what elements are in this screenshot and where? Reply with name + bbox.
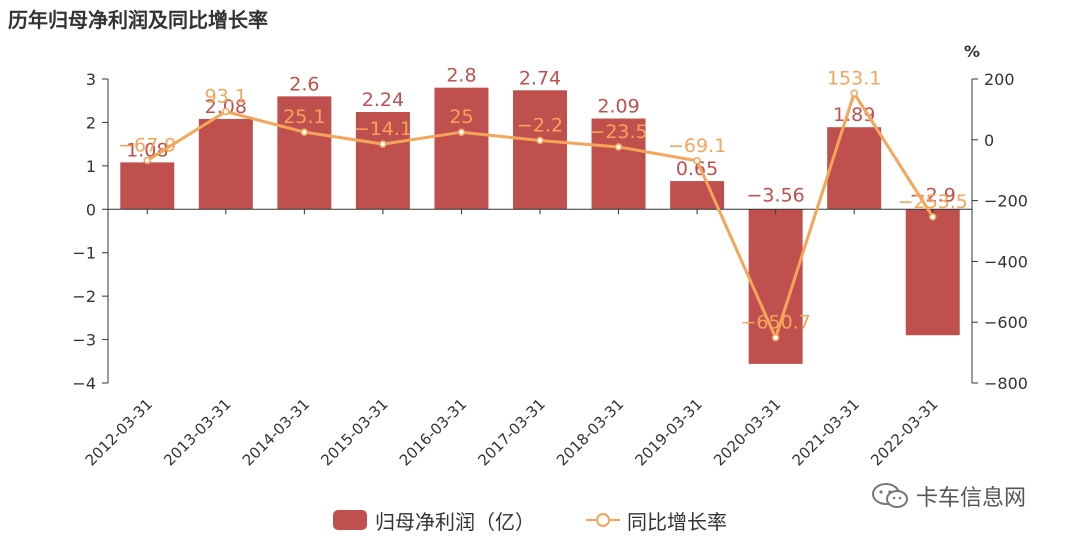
x-tick-label: 2022-03-31 bbox=[867, 395, 941, 469]
bar bbox=[355, 112, 410, 210]
growth-rate-label: −67.9 bbox=[118, 134, 176, 156]
bar-value-label: −3.56 bbox=[747, 184, 805, 206]
growth-rate-label: 153.1 bbox=[827, 67, 881, 89]
bar bbox=[827, 127, 882, 210]
y-left-tick-label: 3 bbox=[86, 70, 96, 89]
y-right-tick-label: −400 bbox=[984, 252, 1028, 271]
bar-value-label: 0.65 bbox=[676, 158, 718, 180]
growth-rate-point bbox=[222, 107, 230, 116]
y-right-tick-label: −200 bbox=[984, 192, 1028, 211]
y-left-tick-label: 2 bbox=[86, 113, 96, 132]
legend-item-bar[interactable]: 归母净利润（亿） bbox=[333, 505, 535, 535]
y-left-tick-label: −1 bbox=[72, 244, 96, 263]
y-left-tick-label: −3 bbox=[72, 331, 96, 350]
bar-value-label: 2.6 bbox=[289, 73, 319, 95]
y-right-tick-label: 200 bbox=[984, 70, 1015, 89]
bar bbox=[513, 90, 567, 210]
bar-value-label: 2.8 bbox=[446, 65, 476, 87]
bar-value-label: 2.09 bbox=[597, 96, 639, 118]
growth-rate-point bbox=[457, 128, 466, 136]
legend-bar-swatch bbox=[333, 510, 367, 530]
x-tick-label: 2018-03-31 bbox=[553, 395, 627, 469]
growth-rate-label: 25.1 bbox=[283, 106, 325, 128]
growth-rate-point bbox=[693, 157, 701, 165]
bar bbox=[277, 96, 332, 210]
bar bbox=[120, 162, 175, 210]
x-tick-label: 2012-03-31 bbox=[82, 395, 156, 469]
y-right-tick-label: −800 bbox=[984, 374, 1028, 393]
y-left-tick-label: 1 bbox=[86, 157, 96, 176]
y-left-tick-label: −4 bbox=[72, 374, 96, 393]
growth-rate-point bbox=[850, 89, 858, 98]
growth-rate-point bbox=[614, 143, 623, 151]
growth-rate-point bbox=[143, 156, 152, 165]
y-right-unit: % bbox=[964, 42, 980, 61]
growth-rate-point bbox=[928, 213, 937, 221]
watermark: 卡车信息网 bbox=[870, 480, 1026, 512]
growth-rate-label: −23.5 bbox=[589, 121, 647, 143]
x-tick-label: 2019-03-31 bbox=[632, 395, 706, 469]
x-tick-label: 2014-03-31 bbox=[239, 395, 313, 469]
growth-rate-label: 93.1 bbox=[205, 85, 247, 107]
bar bbox=[905, 209, 960, 336]
growth-rate-label: −650.7 bbox=[740, 312, 810, 334]
legend-item-line[interactable]: 同比增长率 bbox=[585, 505, 727, 535]
watermark-text: 卡车信息网 bbox=[916, 486, 1027, 511]
y-right-tick-label: 0 bbox=[984, 131, 994, 150]
bar-value-label: 2.08 bbox=[205, 96, 247, 118]
y-left-tick-label: 0 bbox=[86, 200, 96, 219]
x-tick-label: 2020-03-31 bbox=[710, 395, 784, 469]
growth-rate-point bbox=[300, 128, 309, 136]
growth-rate-point bbox=[771, 333, 780, 342]
growth-rate-point bbox=[379, 140, 387, 148]
bar-value-label: 1.08 bbox=[126, 139, 168, 161]
growth-rate-label: −253.5 bbox=[898, 191, 968, 213]
x-tick-label: 2017-03-31 bbox=[474, 395, 548, 469]
growth-rate-label: −2.2 bbox=[517, 114, 563, 136]
chart-title: 历年归母净利润及同比增长率 bbox=[8, 8, 268, 32]
y-left-tick-label: −2 bbox=[72, 287, 96, 306]
y-right-tick-label: −600 bbox=[984, 313, 1028, 332]
bar bbox=[434, 87, 489, 210]
growth-rate-label: −69.1 bbox=[668, 135, 726, 157]
growth-rate-label: 25 bbox=[449, 106, 473, 128]
legend-line-swatch bbox=[586, 513, 620, 527]
growth-rate-label: −14.1 bbox=[354, 118, 412, 140]
x-tick-label: 2013-03-31 bbox=[160, 395, 234, 469]
growth-rate-point bbox=[536, 136, 544, 145]
x-tick-label: 2015-03-31 bbox=[317, 395, 391, 469]
bar bbox=[591, 118, 646, 210]
bar bbox=[198, 118, 253, 210]
x-tick-label: 2016-03-31 bbox=[396, 395, 470, 469]
legend: 归母净利润（亿） 同比增长率 bbox=[0, 505, 1080, 535]
wechat-icon bbox=[872, 483, 908, 508]
legend-bar-label: 归母净利润（亿） bbox=[375, 509, 535, 534]
bar-value-label: 2.24 bbox=[362, 89, 404, 111]
legend-line-label: 同比增长率 bbox=[627, 509, 727, 534]
bar-value-label: 2.74 bbox=[519, 67, 561, 89]
x-tick-label: 2021-03-31 bbox=[789, 395, 863, 469]
